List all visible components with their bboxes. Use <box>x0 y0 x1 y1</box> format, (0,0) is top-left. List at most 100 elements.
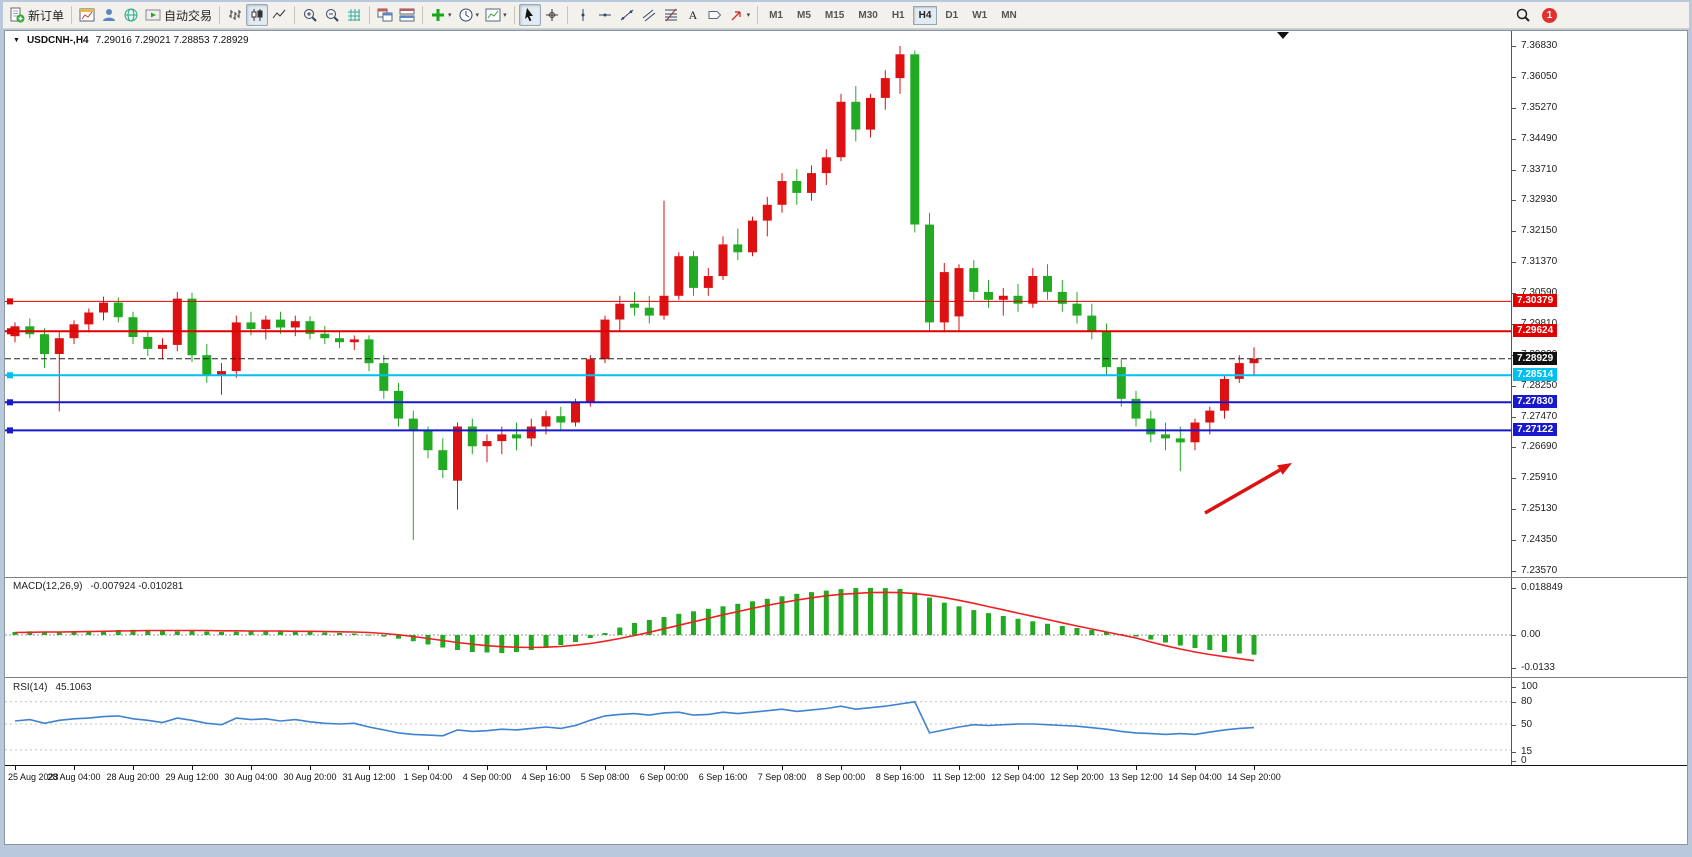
timeframe-mn-button[interactable]: MN <box>1001 9 1017 21</box>
time-axis-label: 13 Sep 12:00 <box>1109 772 1163 782</box>
macd-axis-label: -0.0133 <box>1521 662 1555 673</box>
time-axis-label: 14 Sep 20:00 <box>1227 772 1281 782</box>
rsi-panel-divider[interactable] <box>5 677 1687 678</box>
timeframe-m15-button[interactable]: M15 <box>824 9 845 21</box>
cursor-icon <box>522 7 538 23</box>
toolbar-separator <box>566 6 568 24</box>
time-axis-label: 29 Aug 12:00 <box>165 772 219 782</box>
macd-plot[interactable] <box>5 578 1511 675</box>
price-axis[interactable]: 7.36830 7.36050 7.35270 7.34490 7.33710 7.329… <box>1512 31 1687 766</box>
price-axis-label: 7.23570 <box>1521 565 1558 576</box>
timeframe-w1-button[interactable]: W1 <box>972 9 988 21</box>
auto-trading-button[interactable]: 自动交易 <box>142 4 215 26</box>
market-watch-button[interactable] <box>76 4 98 26</box>
time-axis-label: 6 Sep 00:00 <box>639 772 689 782</box>
price-line-label: 7.27830 <box>1513 395 1558 409</box>
time-axis-label: 6 Sep 16:00 <box>698 772 748 782</box>
arrow-tool-icon <box>729 7 745 23</box>
channel-icon <box>641 7 657 23</box>
hline-icon <box>597 7 613 23</box>
candlestick-chart-button[interactable] <box>246 4 269 26</box>
fibonacci-button[interactable] <box>660 4 682 26</box>
time-axis-label: 28 Aug 04:00 <box>47 772 101 782</box>
line-icon <box>271 7 287 23</box>
price-line-label: 7.30379 <box>1513 294 1558 308</box>
template-icon <box>485 7 501 23</box>
bar-chart-button[interactable] <box>224 4 246 26</box>
timeframe-m30-button[interactable]: M30 <box>858 9 878 21</box>
timeframe-m5-button[interactable]: M5 <box>797 9 811 21</box>
data-window-button[interactable] <box>98 4 120 26</box>
dropdown-caret-icon: ▾ <box>503 12 507 19</box>
navigator-icon <box>123 7 139 23</box>
dropdown-caret-icon: ▾ <box>475 12 480 19</box>
cascade-windows-button[interactable] <box>396 4 418 26</box>
toolbar: 新订单 自动交易 ▾ ▾ ▾ A ▾ M1 M5 M15 M30 H1 H4 D1 W1 MN 1 <box>3 2 1689 29</box>
collapse-triangle-icon[interactable]: ▼ <box>13 37 20 44</box>
timeframe-h1-button[interactable]: H1 <box>891 9 905 21</box>
label-icon <box>707 7 723 23</box>
indicators-button[interactable]: ▾ <box>427 4 455 26</box>
price-axis-label: 7.35270 <box>1521 101 1558 113</box>
price-line-label: 7.29624 <box>1513 324 1558 338</box>
price-axis-label: 7.34490 <box>1521 132 1558 144</box>
price-line-label: 7.28514 <box>1513 368 1558 382</box>
macd-label: MACD(12,26,9) -0.007924 -0.010281 <box>13 581 184 592</box>
dropdown-caret-icon: ▾ <box>746 12 751 19</box>
templates-button[interactable]: ▾ <box>482 4 510 26</box>
timeframe-m1-button[interactable]: M1 <box>769 9 783 21</box>
rsi-axis-label: 80 <box>1521 696 1533 707</box>
price-axis-label: 7.32930 <box>1521 194 1558 206</box>
crosshair-button[interactable] <box>541 4 563 26</box>
rsi-label: RSI(14) 45.1063 <box>13 682 92 693</box>
arrows-button[interactable]: ▾ <box>726 4 754 26</box>
zoom-out-button[interactable] <box>321 4 343 26</box>
price-axis-label: 7.33710 <box>1521 163 1558 175</box>
text-button[interactable]: A <box>682 4 704 26</box>
price-line-label: 7.27122 <box>1513 423 1558 437</box>
trendline-button[interactable] <box>616 4 638 26</box>
toolbar-separator <box>71 6 73 24</box>
candlestick-plot[interactable] <box>5 31 1511 577</box>
dropdown-caret-icon: ▾ <box>448 12 452 19</box>
crosshair-icon <box>544 7 560 23</box>
price-axis-label: 7.29810 <box>1521 318 1557 329</box>
vertical-line-button[interactable] <box>572 4 594 26</box>
toolbar-separator <box>294 6 296 24</box>
time-axis-label: 5 Sep 08:00 <box>580 772 630 782</box>
notification-badge[interactable]: 1 <box>1542 7 1557 23</box>
rsi-plot[interactable] <box>5 679 1511 763</box>
horizontal-line-button[interactable] <box>594 4 616 26</box>
label-button[interactable] <box>704 4 726 26</box>
cursor-button[interactable] <box>518 4 541 26</box>
zoom-out-icon <box>324 7 340 23</box>
navigator-button[interactable] <box>120 4 142 26</box>
channel-button[interactable] <box>638 4 660 26</box>
new-order-button[interactable]: 新订单 <box>6 4 67 26</box>
periods-button[interactable]: ▾ <box>455 4 483 26</box>
timeframe-d1-button[interactable]: D1 <box>945 9 959 21</box>
grid-button[interactable] <box>343 4 365 26</box>
time-axis-label: 1 Sep 04:00 <box>403 772 453 782</box>
trend-arrow-annotation[interactable] <box>1204 463 1292 515</box>
macd-axis-label: 0.00 <box>1521 629 1541 640</box>
trendline-icon <box>619 7 635 23</box>
macd-axis-label: 0.018849 <box>1521 582 1563 593</box>
chart-header: ▼ USDCNH-,H4 7.29016 7.29021 7.28853 7.2… <box>13 35 249 46</box>
time-axis[interactable]: 25 Aug 2023 28 Aug 04:00 28 Aug 20:00 29 Au… <box>5 766 1511 790</box>
ohlc-values: 7.29016 7.29021 7.28853 7.28929 <box>95 35 249 46</box>
zoom-in-icon <box>302 7 318 23</box>
macd-panel-divider[interactable] <box>5 577 1687 578</box>
tile-icon <box>377 7 393 23</box>
text-icon: A <box>685 7 701 23</box>
zoom-in-button[interactable] <box>299 4 321 26</box>
chart-shift-marker-icon[interactable] <box>1277 32 1289 39</box>
line-chart-button[interactable] <box>268 4 290 26</box>
search-button[interactable] <box>1512 4 1534 26</box>
time-axis-label: 4 Sep 00:00 <box>462 772 512 782</box>
timeframe-h4-button[interactable]: H4 <box>912 5 938 25</box>
search-icon <box>1515 7 1531 23</box>
toolbar-right: 1 <box>1512 4 1689 26</box>
tile-windows-button[interactable] <box>374 4 396 26</box>
rsi-axis-label: 15 <box>1521 746 1533 757</box>
